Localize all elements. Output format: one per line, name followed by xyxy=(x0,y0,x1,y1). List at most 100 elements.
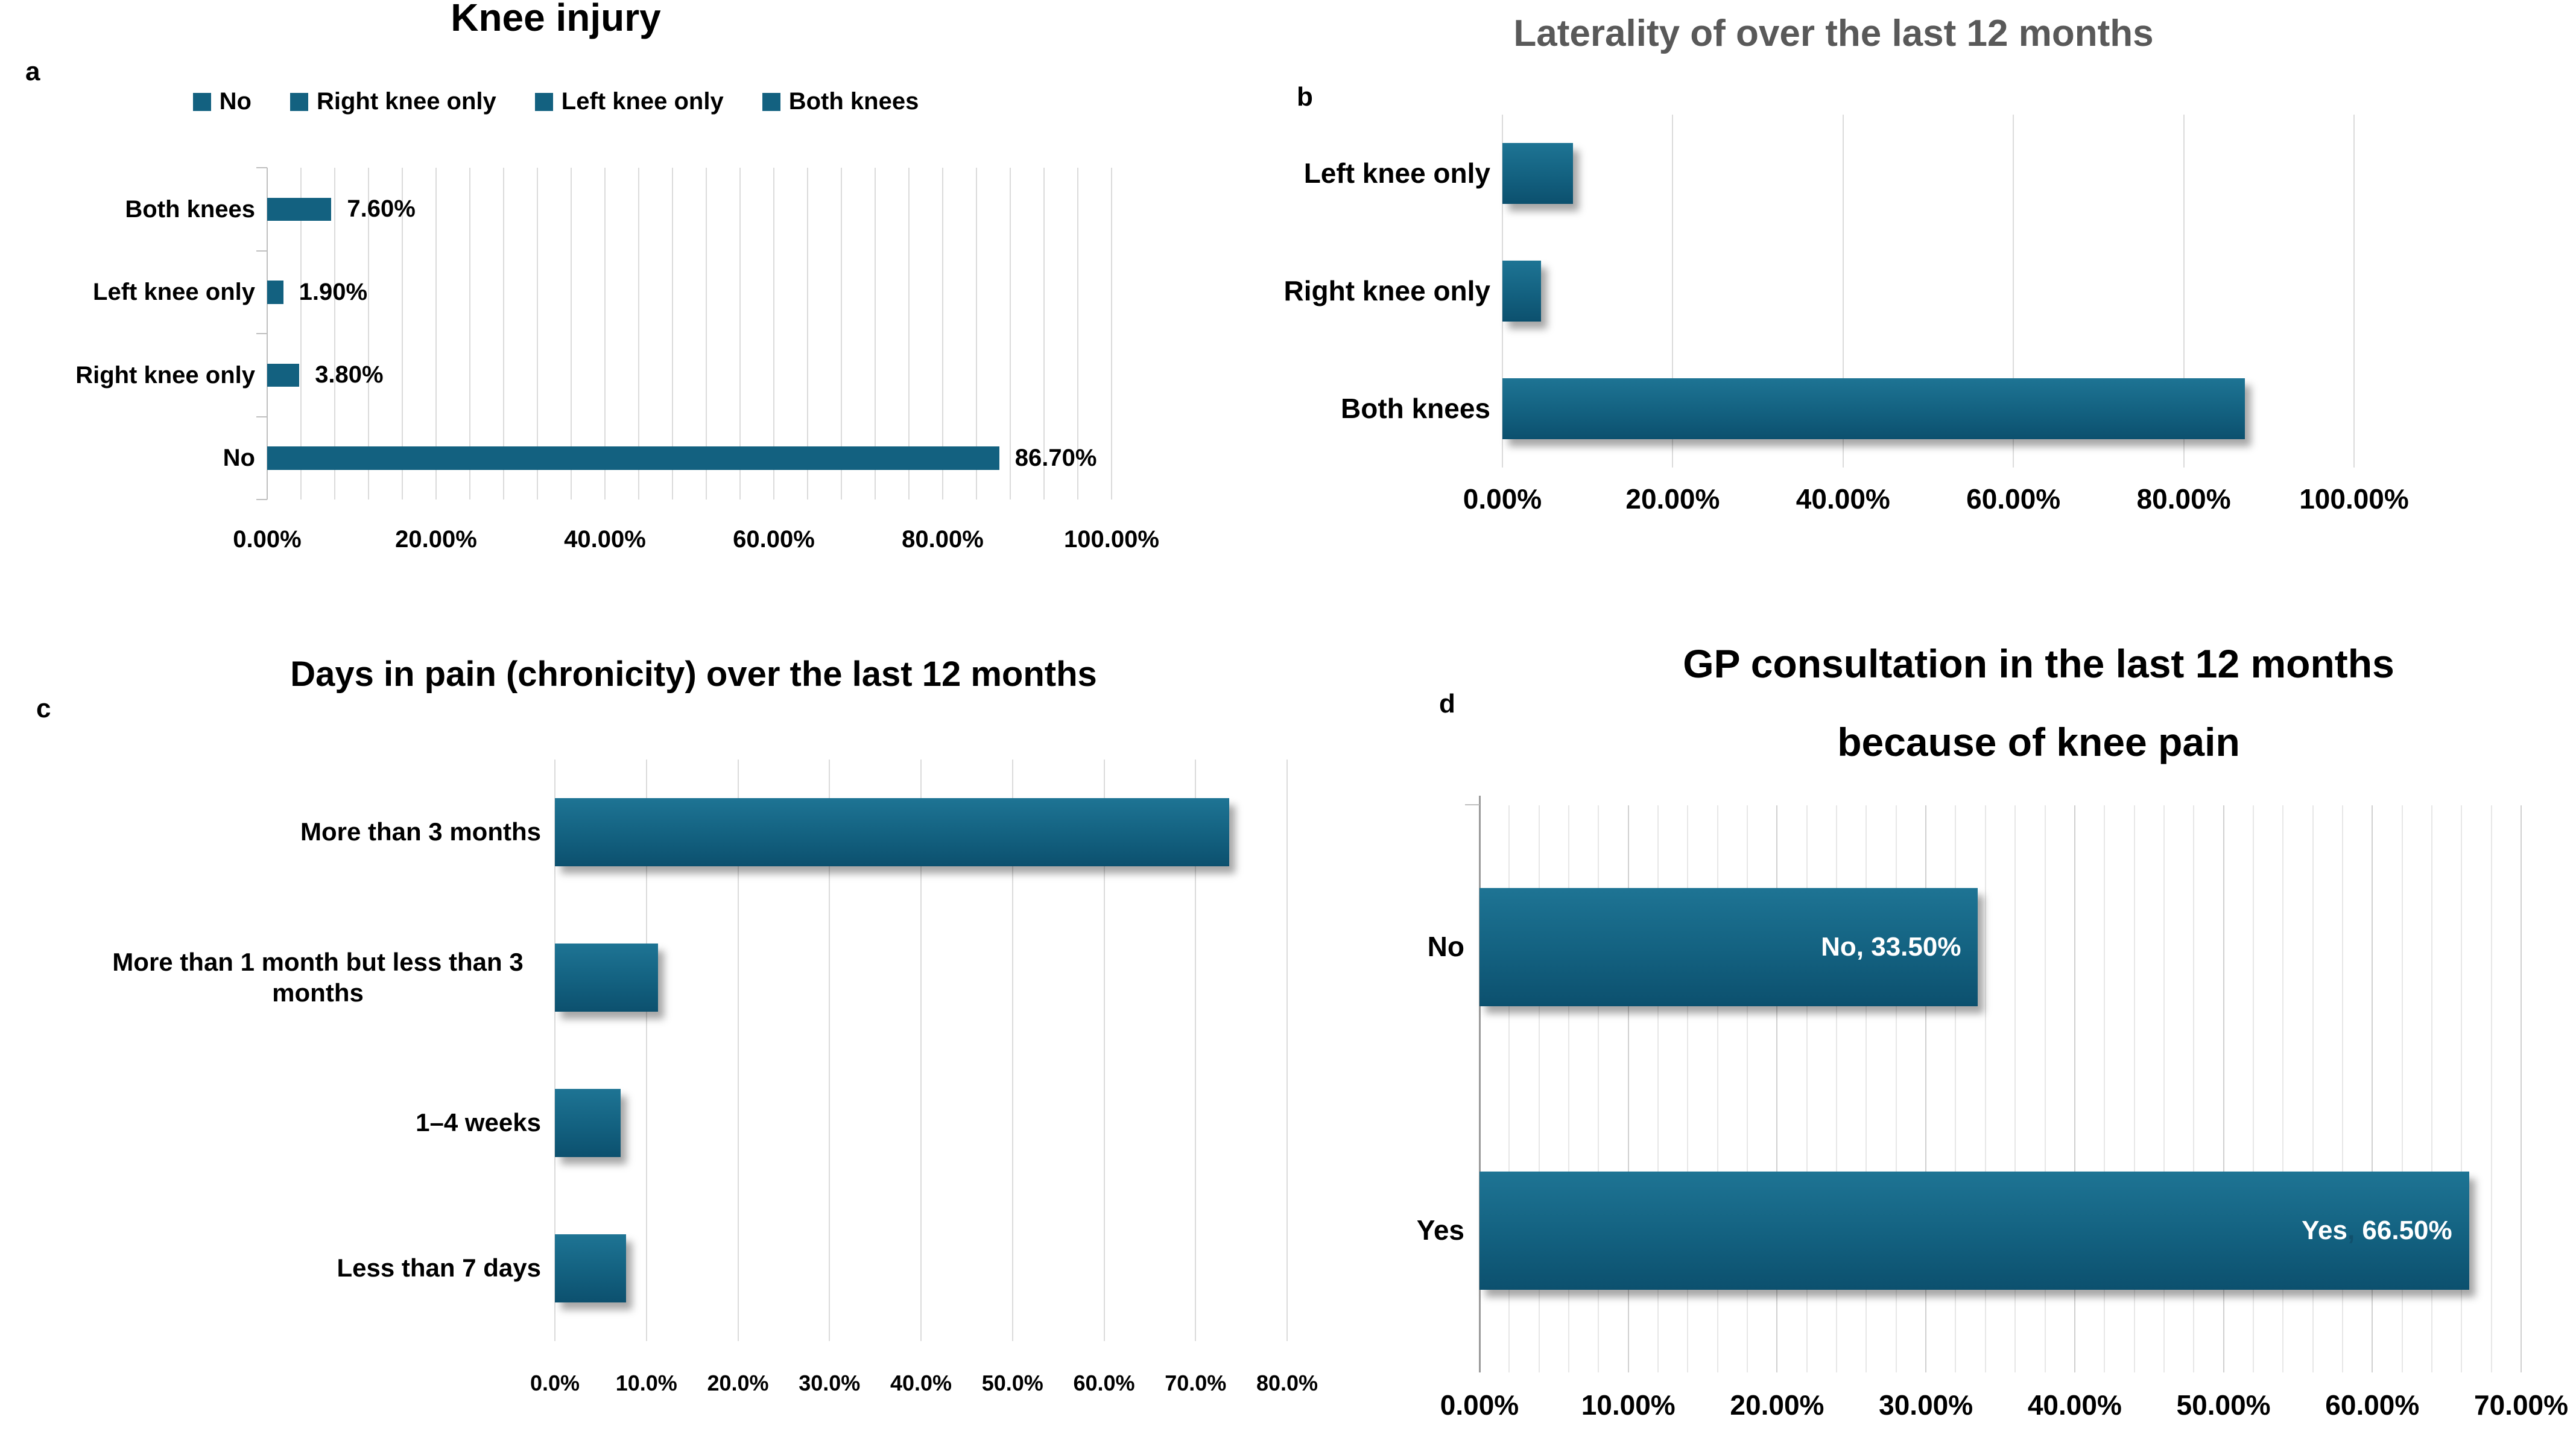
category-label: Less than 7 days xyxy=(337,1254,541,1283)
axis-tick-label: 10.00% xyxy=(1581,1389,1676,1421)
gridline xyxy=(1747,805,1748,1372)
bar xyxy=(555,798,1230,866)
value-label: 7.60% xyxy=(347,195,416,223)
category-label: No xyxy=(1427,931,1464,963)
plot-area: Left knee only Right knee only Both knees 0… xyxy=(1284,115,2409,515)
bar xyxy=(1479,1172,2469,1290)
legend-label: No xyxy=(219,88,252,115)
value-label: 1.90% xyxy=(299,278,368,305)
axis-tick-label: 80.0% xyxy=(1256,1371,1318,1395)
axis-tick-label: 70.0% xyxy=(1165,1371,1227,1395)
category-label: More than 3 months xyxy=(300,817,541,846)
gridline xyxy=(829,760,831,1341)
category-label: Right knee only xyxy=(1283,274,1490,306)
legend-label: Left knee only xyxy=(561,88,724,115)
axis-tick-label: 0.00% xyxy=(1440,1389,1519,1421)
axis-tick-label: 10.0% xyxy=(615,1371,677,1395)
gridline xyxy=(841,168,842,500)
gridline xyxy=(1598,805,1600,1372)
legend-swatch-icon xyxy=(534,92,553,111)
panel-gp-consultation: d GP consultation in the last 12 months … xyxy=(1387,633,2576,1440)
axis-tick-label: 0.0% xyxy=(530,1371,580,1395)
category-axis-line xyxy=(267,168,268,500)
axis-tick-label: 80.00% xyxy=(2136,483,2231,515)
gridline xyxy=(942,168,943,500)
gridline xyxy=(672,168,673,500)
legend-item: Left knee only xyxy=(534,88,724,115)
panel-knee-injury: a Knee injury No Right knee only Left knee… xyxy=(0,0,1267,627)
value-label: 3.80% xyxy=(315,361,384,389)
axis-tick-label: 60.00% xyxy=(2325,1389,2420,1421)
panel-laterality: b Laterality of over the last 12 months … xyxy=(1284,0,2576,627)
axis-tick-mark xyxy=(256,416,267,417)
gridline xyxy=(2163,805,2165,1372)
gridline xyxy=(1657,805,1659,1372)
gridline xyxy=(1195,760,1197,1341)
axis-tick-label: 40.00% xyxy=(1796,483,1890,515)
category-label: Right knee only xyxy=(75,361,255,389)
gridline xyxy=(1043,168,1045,500)
gridline xyxy=(2353,115,2355,468)
axis-tick-label: 100.00% xyxy=(1064,526,1159,553)
axis-tick-label: 30.0% xyxy=(799,1371,861,1395)
axis-tick-label: 70.00% xyxy=(2473,1389,2569,1421)
gridline xyxy=(604,168,606,500)
gridline xyxy=(2074,805,2075,1372)
gridline xyxy=(737,760,739,1341)
gridline xyxy=(2312,805,2314,1372)
gridline xyxy=(706,168,707,500)
legend-label: Both knees xyxy=(788,88,919,115)
gridline xyxy=(920,760,922,1341)
bar-label: Yes, 66.50% xyxy=(2302,1215,2452,1245)
axis-tick-mark xyxy=(1465,804,1479,805)
gridline xyxy=(1627,805,1629,1372)
axis-tick-mark xyxy=(256,250,267,252)
gridline xyxy=(976,168,977,500)
axis-tick-label: 20.0% xyxy=(707,1371,769,1395)
chart-title-chronicity: Days in pain (chronicity) over the last … xyxy=(290,655,1097,694)
axis-tick-label: 50.0% xyxy=(981,1371,1043,1395)
gridline xyxy=(773,168,774,500)
gridline xyxy=(2044,805,2046,1372)
category-label: Both knees xyxy=(1341,392,1490,424)
bar xyxy=(1479,888,1978,1006)
axis-tick-label: 60.0% xyxy=(1073,1371,1135,1395)
gridline xyxy=(1806,805,1808,1372)
legend-item: Both knees xyxy=(762,88,919,115)
bar xyxy=(267,363,300,387)
bar xyxy=(267,281,283,304)
bar xyxy=(267,446,999,470)
gridline xyxy=(1925,805,1927,1372)
gridline xyxy=(1842,115,1844,468)
gridline xyxy=(2282,805,2284,1372)
gridline xyxy=(537,168,538,500)
gridline xyxy=(1955,805,1957,1372)
axis-tick-mark xyxy=(256,167,267,168)
gridline xyxy=(2252,805,2254,1372)
gridline xyxy=(402,168,403,500)
gridline xyxy=(645,760,647,1341)
gridline xyxy=(2521,805,2522,1372)
gridline xyxy=(875,168,876,500)
gridline xyxy=(1984,805,1986,1372)
gridline xyxy=(2372,805,2373,1372)
legend-item: No xyxy=(192,88,252,115)
gridline xyxy=(1286,760,1288,1341)
gridline xyxy=(368,168,369,500)
gridline xyxy=(638,168,639,500)
panel-letter-b: b xyxy=(1297,82,1313,112)
axis-tick-label: 20.00% xyxy=(1730,1389,1824,1421)
chart-legend: No Right knee only Left knee only Both knee… xyxy=(0,88,1112,115)
panel-letter-d: d xyxy=(1439,689,1455,718)
gridline xyxy=(1010,168,1011,500)
axis-tick-mark xyxy=(256,333,267,334)
bar xyxy=(555,944,659,1012)
bar xyxy=(555,1089,621,1157)
axis-tick-label: 30.00% xyxy=(1879,1389,1973,1421)
axis-tick-label: 40.00% xyxy=(2027,1389,2122,1421)
gridline xyxy=(739,168,741,500)
chart-title-gp-line2: because of knee pain xyxy=(1837,720,2240,764)
legend-label: Right knee only xyxy=(316,88,496,115)
gridline xyxy=(1776,805,1778,1372)
gridline xyxy=(908,168,910,500)
